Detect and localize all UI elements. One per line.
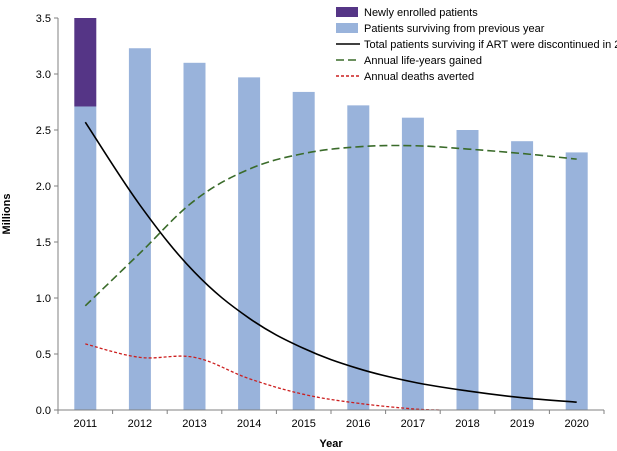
x-tick-label: 2016	[346, 418, 370, 430]
line-series-1	[84, 121, 577, 403]
axes-layer: 0.0 0.5 1.0 1.5 2.0 2.5 3.0 3.5 2011 2012 2013 2014…	[36, 13, 605, 430]
x-tick-label: 2012	[128, 418, 152, 430]
bar-surviving-2015	[292, 91, 315, 411]
y-tick-label: 3.0	[36, 69, 51, 81]
y-tick-label: 2.0	[36, 181, 51, 193]
bar-surviving-2011	[74, 106, 97, 410]
bar-surviving-2016	[347, 105, 370, 411]
legend-label: Annual life-years gained	[364, 55, 482, 67]
bar-surviving-2020	[565, 152, 588, 410]
y-tick-label: 3.5	[36, 13, 51, 25]
lines-layer	[84, 121, 577, 411]
bar-surviving-2012	[128, 48, 151, 411]
legend-label: Patients surviving from previous year	[364, 23, 545, 35]
x-tick-label: 2015	[291, 418, 315, 430]
bar-surviving-2014	[238, 77, 261, 411]
y-tick-label: 0.5	[36, 349, 51, 361]
bar-newly-enrolled-2011	[74, 18, 97, 107]
line-series-2	[84, 144, 577, 307]
bar-surviving-2013	[183, 62, 206, 411]
legend-label: Annual deaths averted	[364, 71, 474, 83]
x-axis-title: Year	[319, 438, 343, 450]
bar-surviving-2018	[456, 130, 479, 410]
y-axis-title: Millions	[1, 194, 13, 235]
legend-swatch	[336, 7, 358, 17]
x-tick-label: 2011	[73, 418, 97, 430]
y-tick-label: 2.5	[36, 125, 51, 137]
x-tick-label: 2018	[455, 418, 479, 430]
x-tick-label: 2017	[401, 418, 425, 430]
legend-swatch	[336, 23, 358, 33]
legend: Newly enrolled patients Patients survivin…	[336, 7, 617, 83]
y-tick-label: 1.5	[36, 237, 51, 249]
bar-surviving-2017	[401, 117, 424, 411]
bars-layer	[74, 18, 588, 411]
x-tick-label: 2014	[237, 418, 261, 430]
x-tick-label: 2020	[564, 418, 588, 430]
y-tick-label: 1.0	[36, 293, 51, 305]
x-tick-label: 2019	[510, 418, 534, 430]
bar-surviving-2019	[511, 141, 534, 410]
x-tick-label: 2013	[182, 418, 206, 430]
y-tick-label: 0.0	[36, 405, 51, 417]
legend-label: Total patients surviving if ART were dis…	[364, 39, 617, 51]
line-series-3	[85, 343, 441, 411]
legend-label: Newly enrolled patients	[364, 7, 478, 19]
